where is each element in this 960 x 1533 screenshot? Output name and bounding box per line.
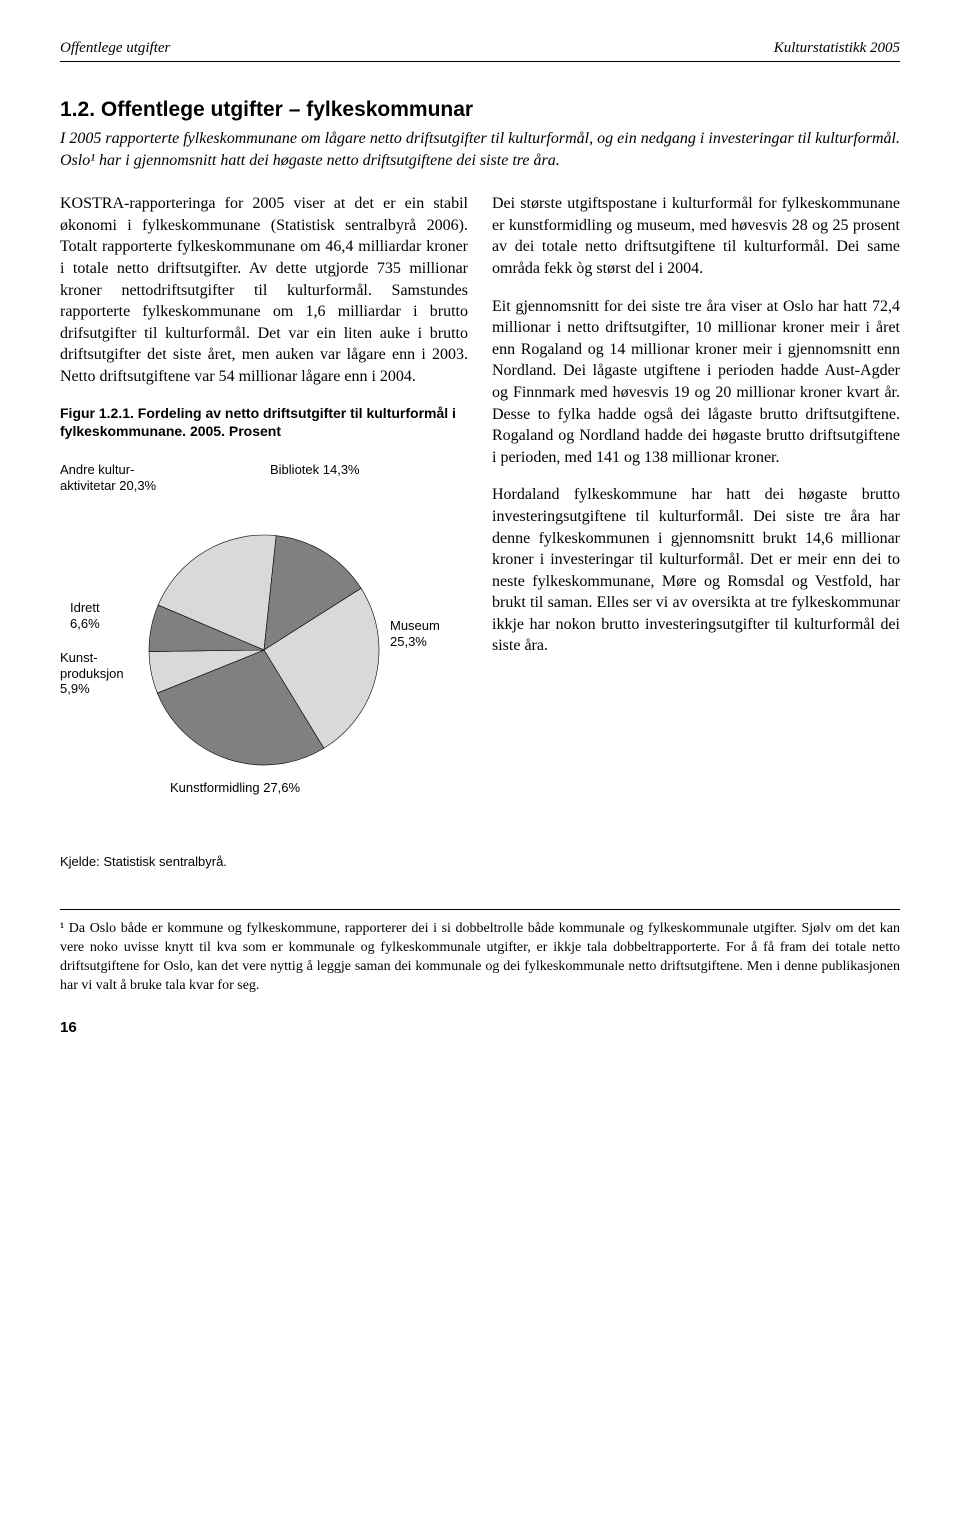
- right-paragraph-3: Hordaland fylkeskommune har hatt dei høg…: [492, 484, 900, 657]
- pie-chart: Andre kultur-aktivitetar 20,3% Bibliotek …: [60, 450, 468, 850]
- pie-slice-label: Andre kultur-aktivitetar 20,3%: [60, 462, 156, 493]
- intro-paragraph: I 2005 rapporterte fylkeskommunane om lå…: [60, 128, 900, 171]
- footnote-text: ¹ Da Oslo både er kommune og fylkeskommu…: [60, 920, 900, 996]
- figure-caption: Figur 1.2.1. Fordeling av netto driftsut…: [60, 404, 468, 440]
- pie-slice-label: Idrett6,6%: [70, 600, 100, 631]
- left-column: KOSTRA-rapporteringa for 2005 viser at d…: [60, 193, 468, 869]
- header-left: Offentlege utgifter: [60, 40, 170, 57]
- running-header: Offentlege utgifter Kulturstatistikk 200…: [60, 40, 900, 62]
- section-title: 1.2. Offentlege utgifter – fylkeskommuna…: [60, 98, 900, 122]
- two-column-layout: KOSTRA-rapporteringa for 2005 viser at d…: [60, 193, 900, 869]
- pie-chart-svg: [139, 525, 389, 775]
- pie-slice-label: Kunstformidling 27,6%: [170, 780, 300, 796]
- right-paragraph-2: Eit gjennomsnitt for dei siste tre åra v…: [492, 296, 900, 469]
- header-right: Kulturstatistikk 2005: [774, 40, 900, 57]
- right-column: Dei største utgiftspostane i kulturformå…: [492, 193, 900, 869]
- left-paragraph-1: KOSTRA-rapporteringa for 2005 viser at d…: [60, 193, 468, 387]
- footnote-separator: [60, 909, 900, 910]
- pie-slice-label: Museum25,3%: [390, 618, 440, 649]
- figure-source: Kjelde: Statistisk sentralbyrå.: [60, 854, 468, 869]
- page-number: 16: [60, 1019, 900, 1036]
- pie-slice-label: Bibliotek 14,3%: [270, 462, 360, 478]
- right-paragraph-1: Dei største utgiftspostane i kulturformå…: [492, 193, 900, 279]
- pie-slice-label: Kunst-produksjon5,9%: [60, 650, 124, 697]
